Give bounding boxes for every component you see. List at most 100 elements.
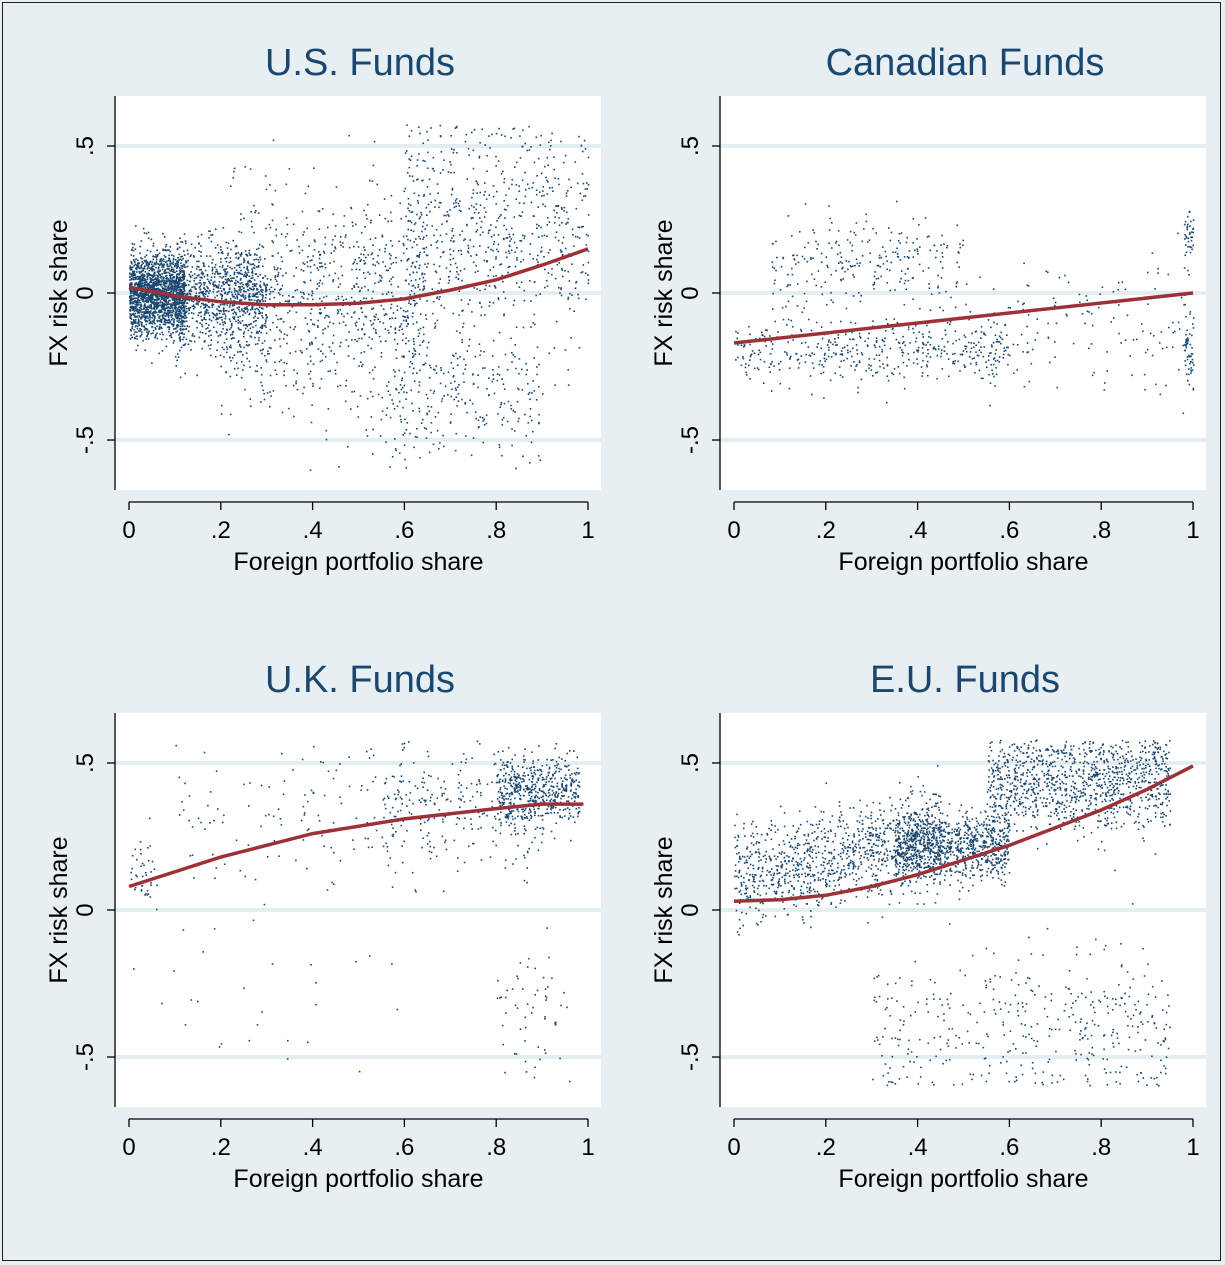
data-point [500, 172, 503, 175]
data-point [921, 333, 924, 335]
data-point [226, 328, 228, 331]
data-point [394, 332, 397, 334]
data-point [270, 286, 273, 288]
data-point [247, 329, 250, 332]
data-point [340, 244, 342, 246]
data-point [770, 340, 773, 343]
data-point [837, 337, 839, 339]
data-point [136, 289, 138, 292]
data-point [409, 273, 411, 276]
data-point [255, 292, 258, 295]
data-point [276, 326, 278, 328]
data-point [147, 312, 149, 314]
data-point [318, 210, 321, 213]
data-point [211, 268, 214, 271]
data-point [356, 262, 358, 265]
data-point [392, 276, 394, 278]
data-point [159, 323, 161, 326]
data-point [538, 363, 540, 366]
data-point [181, 271, 183, 273]
data-point [159, 263, 162, 265]
data-point [181, 304, 184, 306]
data-point [215, 286, 218, 289]
data-point [260, 288, 262, 291]
data-point [139, 245, 141, 248]
data-point [165, 289, 168, 292]
data-point [249, 168, 252, 170]
data-point [901, 349, 903, 351]
data-point [488, 377, 490, 379]
data-point [188, 330, 190, 333]
data-point [265, 320, 267, 323]
data-point [399, 325, 402, 327]
data-point [295, 267, 297, 269]
data-point [141, 278, 143, 281]
data-point [915, 337, 918, 339]
data-point [144, 310, 146, 313]
data-point [148, 315, 151, 317]
data-point [163, 236, 166, 238]
data-point [479, 217, 481, 219]
data-point [262, 348, 265, 351]
data-point [146, 312, 148, 314]
data-point [450, 421, 452, 423]
data-point [414, 265, 416, 268]
data-point [135, 276, 137, 278]
data-point [206, 274, 209, 276]
data-point [359, 289, 362, 292]
data-point [220, 293, 222, 296]
data-point [551, 268, 553, 270]
data-point [131, 275, 133, 277]
data-point [161, 273, 163, 275]
data-point [151, 313, 153, 315]
data-point [146, 296, 148, 299]
data-point [832, 343, 834, 346]
data-point [145, 328, 148, 331]
data-point [222, 328, 224, 330]
data-point [210, 319, 213, 322]
data-point [407, 220, 410, 222]
data-point [189, 339, 191, 342]
data-point [182, 298, 184, 300]
data-point [218, 306, 221, 308]
data-point [156, 280, 159, 283]
data-point [358, 290, 361, 293]
data-point [763, 335, 766, 338]
data-point [175, 287, 178, 289]
data-point [240, 269, 242, 272]
data-point [197, 235, 199, 238]
data-point [129, 267, 131, 269]
data-point [201, 291, 203, 293]
data-point [157, 277, 159, 279]
data-point [158, 252, 161, 255]
data-point [360, 232, 363, 234]
data-point [171, 307, 174, 309]
data-point [427, 151, 429, 154]
data-point [235, 313, 237, 316]
data-point [361, 287, 363, 289]
data-point [181, 328, 184, 331]
data-point [784, 351, 786, 353]
data-point [418, 381, 421, 383]
data-point [339, 308, 342, 311]
data-point [179, 280, 181, 282]
data-point [501, 378, 503, 380]
data-point [160, 257, 163, 260]
data-point [323, 250, 325, 253]
data-point [220, 365, 222, 368]
data-point [529, 280, 531, 282]
data-point [261, 327, 263, 329]
data-point [155, 281, 157, 284]
data-point [255, 324, 257, 327]
data-point [243, 290, 245, 293]
data-point [241, 309, 243, 312]
data-point [134, 305, 137, 308]
data-point [131, 298, 133, 301]
data-point [138, 292, 141, 294]
data-point [136, 291, 138, 294]
data-point [555, 320, 558, 323]
data-point [158, 309, 161, 311]
data-point [139, 293, 142, 295]
data-point [222, 313, 224, 316]
data-point [196, 260, 198, 263]
